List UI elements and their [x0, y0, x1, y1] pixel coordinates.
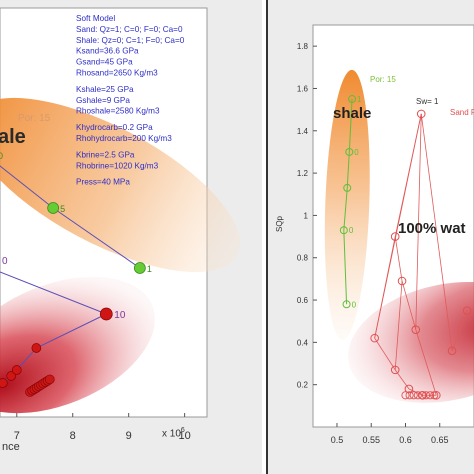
- brine-point: [99, 307, 113, 321]
- model-info-line: Soft Model: [76, 14, 115, 23]
- model-info-line: Gsand=45 GPa: [76, 58, 133, 67]
- right-ylabel: SQp: [275, 215, 284, 232]
- sand-point: [416, 109, 426, 119]
- panel-divider-line: [266, 0, 268, 474]
- sand-point: [397, 276, 407, 286]
- panel-divider: [262, 0, 268, 474]
- sand-grid-line: [451, 310, 468, 351]
- shale-point-label: 0: [352, 300, 357, 309]
- brine-cluster-point: [44, 374, 55, 385]
- model-info-line: Press=40 MPa: [76, 178, 130, 187]
- shale-point-label: 5: [60, 204, 65, 214]
- model-info-line: Shale: Qz=0; C=1; F=0; Ca=0: [76, 36, 185, 45]
- right-y-tick-label: 0.2: [297, 381, 309, 390]
- sand-cluster-point: [409, 391, 418, 400]
- sand-cluster-point: [405, 391, 414, 400]
- model-info-line: Rhosand=2650 Kg/m3: [76, 69, 158, 78]
- right-y-tick-label: 1.4: [297, 127, 309, 136]
- shale-point: [342, 300, 351, 309]
- shale-point: [343, 183, 352, 192]
- left-x-tick-label: 10: [178, 430, 190, 442]
- shale-point: [348, 95, 357, 104]
- shale-point: [133, 262, 146, 274]
- left-x-tick-label: 7: [14, 430, 20, 442]
- shale-point: [339, 226, 348, 235]
- right-y-tick-label: 1: [304, 211, 309, 220]
- model-info-line: Khydrocarb=0.2 GPa: [76, 123, 153, 132]
- model-info-line: Rhoshale=2580 Kg/m3: [76, 107, 160, 116]
- sand-cluster-point: [413, 391, 422, 400]
- sand-cluster-point: [430, 391, 439, 400]
- model-info-line: Rhohydrocarb=200 Kg/m3: [76, 134, 172, 143]
- brine-point: [11, 365, 22, 375]
- left-x-tick-label: 9: [126, 430, 132, 442]
- porosity-annotation: Por: 15: [18, 113, 51, 124]
- model-info-line: Gshale=9 GPa: [76, 96, 130, 105]
- sand-point: [462, 306, 472, 315]
- model-info-line: Kshale=25 GPa: [76, 85, 134, 94]
- model-info-line: Rhobrine=1020 Kg/m3: [76, 161, 159, 170]
- shale-cloud: [324, 69, 370, 340]
- shale-point: [47, 202, 60, 214]
- sand-cluster-point: [401, 391, 410, 400]
- right-y-tick-label: 1.6: [297, 84, 309, 93]
- left-xlabel: nce: [2, 441, 20, 453]
- shale-cloud: [0, 97, 241, 273]
- sand-point: [404, 384, 414, 394]
- right-y-tick-label: 0.4: [297, 338, 309, 347]
- left-x-multiplier: x 106: [162, 427, 185, 440]
- region-label-shale: ale: [0, 126, 26, 148]
- right-y-tick-label: 0.6: [297, 296, 309, 305]
- shale-point: [345, 147, 354, 156]
- right-y-tick-label: 1.2: [297, 169, 309, 178]
- sand-grid-line: [374, 337, 396, 371]
- right-x-tick-label: 0.5: [331, 435, 344, 445]
- brine-point-label: 10: [114, 310, 126, 321]
- model-info-line: Kbrine=2.5 GPa: [76, 150, 135, 159]
- brine-point: [6, 371, 17, 381]
- sand-annotation: Sand P: [450, 108, 474, 117]
- model-info-line: Ksand=36.6 GPa: [76, 47, 139, 56]
- shale-point-label: 1: [357, 95, 362, 104]
- sand-point: [411, 325, 421, 334]
- sand-grid-line: [420, 113, 453, 351]
- sand-grid-line: [415, 329, 437, 396]
- right-x-tick-label: 0.6: [399, 435, 412, 445]
- right-y-tick-label: 0.8: [297, 254, 309, 263]
- shale-point-label: 0: [349, 226, 354, 235]
- sand-grid-line: [401, 280, 417, 330]
- brine-point: [31, 343, 42, 353]
- sand-grid-line: [415, 113, 422, 330]
- model-info-line: Sand: Qz=1; C=0; F=0; Ca=0: [76, 25, 183, 34]
- sand-grid-line: [394, 280, 403, 370]
- sand-grid-line: [394, 236, 403, 282]
- upper-connector-line: [0, 271, 107, 315]
- line-label: 0: [2, 256, 8, 267]
- sand-point: [447, 346, 457, 356]
- region-label-water: 100% wat: [398, 220, 466, 237]
- porosity-annotation: Por: 15: [370, 75, 396, 84]
- sand-cluster-point: [417, 391, 426, 400]
- sand-point: [370, 333, 379, 343]
- brine-point: [0, 378, 8, 388]
- sw-annotation: Sw= 1: [416, 97, 439, 106]
- right-y-tick-label: 1.8: [297, 42, 309, 51]
- shale-point-label: 1: [147, 264, 152, 274]
- right-x-tick-label: 0.55: [362, 435, 380, 445]
- sand-point: [390, 232, 400, 241]
- shale-point-label: 10: [0, 151, 3, 161]
- sand-point: [432, 390, 441, 400]
- sand-cluster-point: [421, 391, 431, 400]
- right-x-tick-label: 0.65: [431, 435, 449, 445]
- region-label-shale: shale: [333, 105, 371, 122]
- sand-point: [390, 365, 400, 375]
- shale-point-label: 0: [354, 148, 359, 157]
- left-x-tick-label: 8: [70, 430, 76, 442]
- sand-cluster-point: [426, 391, 435, 400]
- sand-grid-line: [374, 236, 396, 339]
- shale-line: [343, 99, 353, 305]
- left-chart: 7 8 9 10 10 5 1 10 0 ale Por: 15 Soft Model Sand: Qz…: [0, 7, 241, 442]
